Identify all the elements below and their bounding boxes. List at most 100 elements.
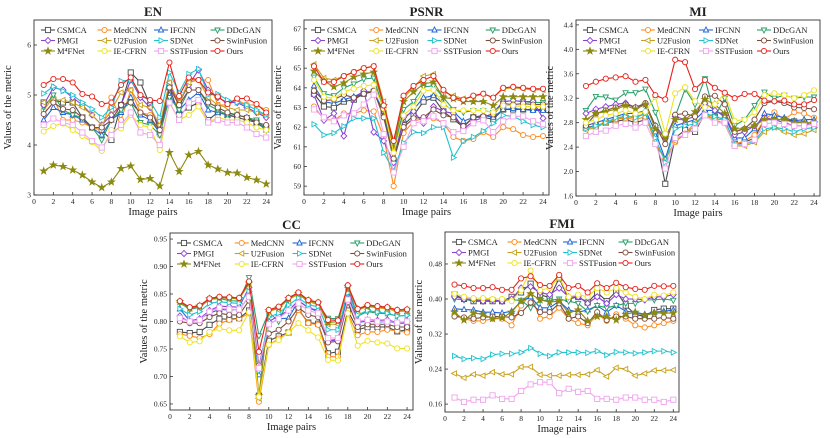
series-sstfusion	[40, 96, 270, 151]
data-point	[450, 114, 457, 121]
legend-label: PMGI	[468, 248, 489, 258]
data-point	[390, 137, 397, 144]
data-point	[520, 117, 528, 125]
legend-item: SSTFusion	[292, 259, 347, 269]
data-point	[147, 124, 154, 131]
data-point	[488, 313, 498, 323]
data-point	[670, 315, 677, 322]
data-point	[136, 101, 143, 109]
data-point	[518, 309, 525, 317]
legend-item: M⁴FNet	[41, 46, 85, 56]
data-point	[583, 370, 591, 378]
data-point	[216, 310, 223, 317]
data-point	[310, 63, 318, 70]
y-tick-label: 4	[27, 141, 31, 150]
data-point	[592, 93, 600, 101]
data-point	[711, 101, 718, 108]
data-point	[371, 114, 378, 122]
data-point	[669, 366, 676, 374]
data-point	[420, 118, 427, 125]
data-point	[390, 155, 397, 162]
x-tick-label: 18	[204, 197, 212, 206]
data-point	[490, 109, 497, 116]
legend-marker	[431, 47, 438, 55]
data-point	[98, 131, 106, 138]
data-point	[410, 82, 417, 89]
data-point	[632, 394, 639, 401]
data-point	[127, 109, 134, 116]
x-tick-label: 18	[344, 412, 352, 421]
data-point	[711, 106, 719, 115]
legend-item: IE-CFRN	[97, 46, 147, 56]
legend-item: CSMCA	[41, 25, 88, 35]
data-point	[612, 122, 619, 129]
data-point	[310, 90, 318, 99]
data-point	[518, 275, 525, 282]
data-point	[500, 112, 508, 119]
data-point	[350, 94, 357, 101]
data-point	[349, 72, 359, 81]
legend-marker	[644, 47, 652, 55]
x-tick-label: 0	[574, 198, 578, 207]
data-point	[480, 355, 488, 363]
data-point	[410, 115, 417, 122]
legend-marker	[567, 249, 574, 256]
series-line	[179, 289, 408, 372]
legend-label: CSMCA	[327, 25, 358, 35]
series-sstfusion	[451, 379, 677, 405]
data-point	[652, 92, 659, 99]
data-point	[236, 300, 244, 307]
data-point	[98, 137, 106, 144]
series-sstfusion	[310, 91, 547, 176]
data-point	[127, 99, 134, 106]
series-line	[179, 310, 408, 397]
legend-marker	[314, 36, 322, 45]
data-point	[340, 132, 348, 140]
data-point	[430, 106, 437, 113]
data-point	[781, 92, 788, 99]
data-point	[801, 110, 808, 117]
data-point	[59, 75, 67, 83]
data-point	[489, 284, 496, 291]
data-point	[682, 131, 689, 138]
data-point	[155, 181, 165, 190]
data-point	[420, 76, 427, 84]
data-point	[591, 108, 601, 118]
data-point	[801, 101, 808, 108]
plot-frame	[444, 231, 680, 413]
y-tick-label: 2.0	[564, 167, 574, 176]
x-tick-label: 10	[265, 412, 273, 421]
data-point	[781, 97, 788, 104]
data-point	[360, 90, 367, 97]
legend-label: SSTFusion	[170, 46, 209, 56]
data-point	[631, 372, 638, 379]
data-point	[622, 107, 629, 114]
x-tick-label: 0	[168, 412, 172, 421]
data-point	[364, 316, 371, 323]
series-ifcnn	[582, 106, 818, 162]
data-point	[59, 96, 66, 104]
data-point	[384, 318, 391, 325]
data-point	[538, 91, 548, 101]
data-point	[409, 87, 419, 96]
data-point	[236, 306, 243, 313]
data-point	[224, 100, 231, 108]
data-point	[450, 94, 457, 101]
data-point	[236, 327, 243, 334]
y-tick-label: 63	[294, 103, 302, 112]
data-point	[354, 332, 361, 339]
data-point	[404, 345, 411, 352]
data-point	[632, 349, 640, 357]
legend-label: MedCNN	[385, 25, 419, 35]
data-point	[164, 147, 174, 157]
legend-marker	[432, 37, 439, 44]
data-point	[276, 309, 283, 317]
legend-label: IE-CFRN	[657, 46, 690, 56]
data-point	[330, 78, 337, 85]
data-point	[565, 293, 572, 300]
data-point	[508, 314, 515, 321]
data-point	[621, 309, 631, 319]
data-point	[547, 352, 554, 360]
